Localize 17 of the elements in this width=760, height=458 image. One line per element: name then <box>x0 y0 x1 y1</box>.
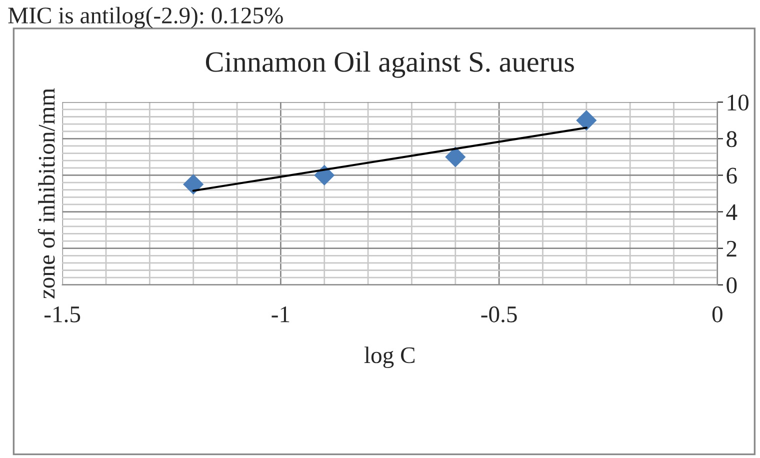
y-tick-label: 8 <box>726 131 737 148</box>
x-tick-label: 0 <box>712 306 722 322</box>
text: MIC is antilog(-2.9): 0.125% <box>8 6 283 28</box>
y-tick-label: 4 <box>726 204 738 220</box>
x-tick-label: -1.5 <box>44 306 80 322</box>
y-tick-label: 6 <box>726 168 737 184</box>
y-tick-label: 0 <box>726 277 737 294</box>
point <box>445 146 466 168</box>
point <box>576 110 597 131</box>
y-axis-title: zone of inhibition/mm <box>38 88 55 298</box>
x-tick-label: -1 <box>272 306 290 322</box>
x-tick-label: -0.5 <box>481 306 517 322</box>
point <box>183 174 204 195</box>
chart-title: Cinnamon Oil against S. auerus <box>206 51 574 78</box>
x-axis-title: log C <box>364 346 414 368</box>
y-tick-label: 10 <box>728 94 748 111</box>
y-tick-label: 2 <box>726 240 736 257</box>
